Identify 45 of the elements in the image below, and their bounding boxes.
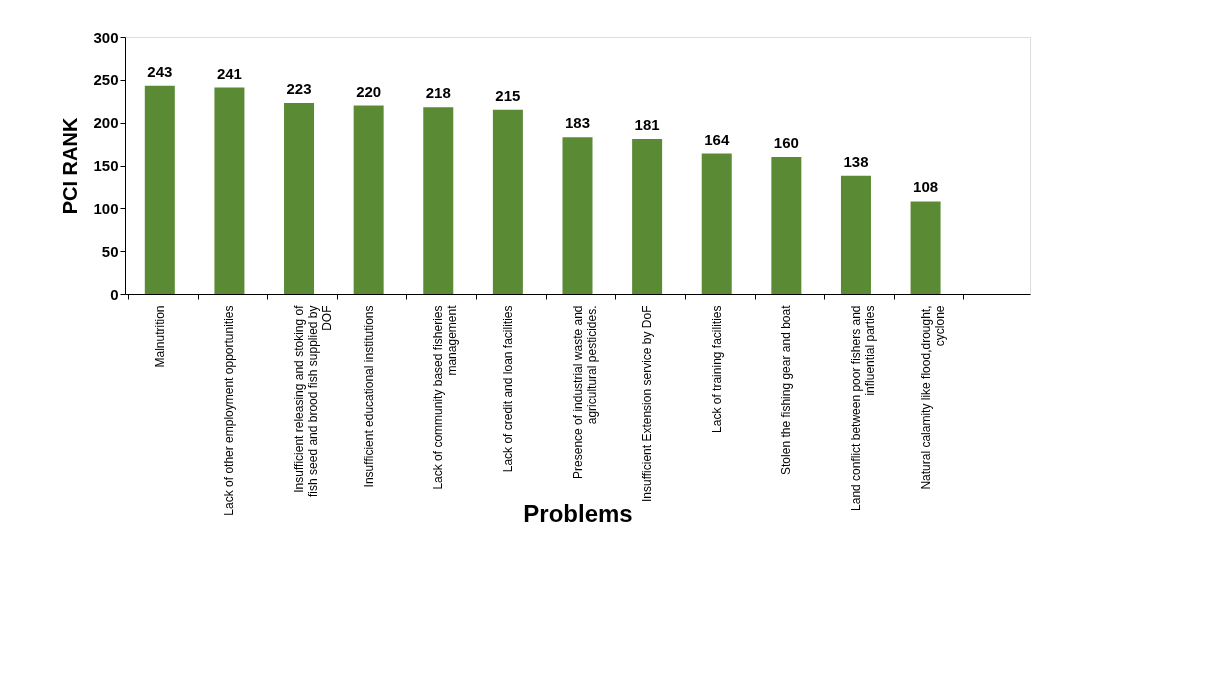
- x-tick-label: Insufficient Extension service by DoF: [640, 305, 655, 503]
- x-tick-label: Lack of community based fisheries management: [431, 304, 460, 490]
- bar: [423, 107, 454, 294]
- x-tick-label: Insufficient releasing and stoking of fish seed and brood fish supplied by DOF: [292, 304, 335, 497]
- data-label: 160: [773, 133, 799, 151]
- x-tick-label: Lack of other employment opportunities: [222, 305, 237, 516]
- bar: [284, 102, 315, 294]
- y-tick-label: 100: [93, 199, 119, 217]
- data-label: 138: [843, 152, 869, 170]
- bar: [214, 87, 245, 294]
- x-tick-label: Insufficient educational institutions: [361, 305, 376, 488]
- x-tick-label: Presence of industrial waste and agricultural pesticides.: [570, 305, 599, 479]
- bar: [144, 85, 175, 294]
- x-tick-label: Lack of training facilities: [709, 305, 724, 433]
- data-label: 164: [704, 130, 730, 148]
- bar: [632, 138, 663, 294]
- data-label: 220: [356, 82, 382, 100]
- y-tick-label: 0: [110, 285, 119, 303]
- bar: [492, 109, 523, 294]
- y-tick-label: 300: [93, 28, 119, 46]
- data-label: 215: [495, 86, 521, 104]
- x-axis-title: Problems: [523, 499, 633, 527]
- bar: [840, 175, 871, 294]
- bar: [562, 137, 593, 294]
- data-label: 108: [913, 178, 939, 196]
- y-tick-label: 200: [93, 114, 119, 132]
- data-label: 183: [564, 114, 591, 132]
- y-tick-label: 50: [101, 242, 119, 260]
- data-label: 181: [634, 115, 660, 133]
- x-tick-label: Stolen the fishing gear and boat: [779, 304, 794, 475]
- x-tick-label: Malnutrition: [152, 305, 167, 368]
- bar: [771, 156, 802, 294]
- y-tick-label: 150: [93, 157, 119, 174]
- bar: [910, 201, 941, 294]
- bar: [353, 105, 384, 294]
- x-tick-label: Land conflict between poor fishers and influential parties: [848, 305, 877, 511]
- y-tick-label: 250: [93, 71, 119, 89]
- data-label: 218: [425, 84, 451, 102]
- x-tick-label: Natural calamity like flood,drought, cyclone: [918, 305, 947, 490]
- data-label: 223: [286, 79, 312, 97]
- data-label: 241: [216, 64, 242, 82]
- data-label: 243: [147, 62, 173, 80]
- x-tick-label: Lack of credit and loan facilities: [500, 305, 515, 473]
- y-axis-title: PCI RANK: [59, 117, 82, 215]
- bar: [701, 153, 732, 294]
